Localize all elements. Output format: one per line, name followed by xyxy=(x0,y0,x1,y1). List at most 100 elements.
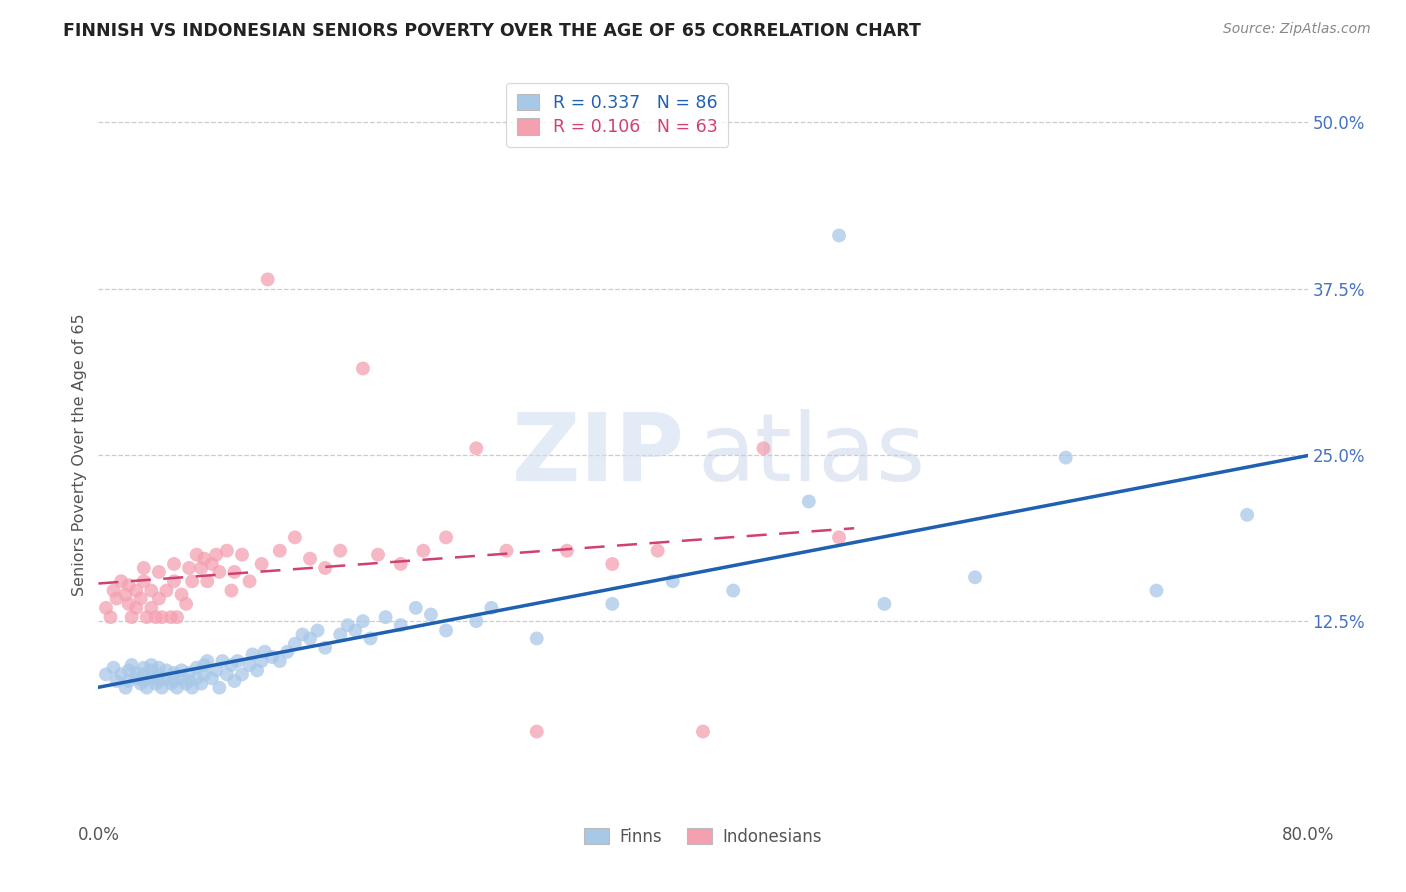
Point xyxy=(121,658,143,673)
Point xyxy=(155,671,177,685)
Point xyxy=(797,494,820,508)
Point xyxy=(110,574,132,589)
Point xyxy=(276,645,298,659)
Point xyxy=(100,610,122,624)
Point xyxy=(253,645,276,659)
Point xyxy=(723,583,745,598)
Point xyxy=(94,667,117,681)
Point xyxy=(114,681,136,695)
Point xyxy=(367,548,389,562)
Point xyxy=(231,667,253,681)
Point xyxy=(465,614,488,628)
Point xyxy=(602,557,624,571)
Point xyxy=(873,597,896,611)
Point xyxy=(661,574,683,589)
Point xyxy=(163,673,186,688)
Point xyxy=(242,648,264,662)
Point xyxy=(284,530,307,544)
Point xyxy=(125,666,148,681)
Point xyxy=(190,676,212,690)
Point xyxy=(181,681,204,695)
Point xyxy=(250,557,273,571)
Point xyxy=(118,578,141,592)
Point xyxy=(125,671,148,685)
Point xyxy=(132,673,155,688)
Point xyxy=(284,637,307,651)
Point xyxy=(221,583,243,598)
Legend: Finns, Indonesians: Finns, Indonesians xyxy=(578,822,828,853)
Point xyxy=(226,654,249,668)
Point xyxy=(307,624,329,638)
Point xyxy=(205,548,228,562)
Point xyxy=(141,664,163,678)
Point xyxy=(174,597,197,611)
Point xyxy=(150,681,173,695)
Point xyxy=(148,591,170,606)
Point xyxy=(1054,450,1077,465)
Point xyxy=(336,618,359,632)
Point xyxy=(1144,583,1167,598)
Point xyxy=(110,667,132,681)
Text: atlas: atlas xyxy=(697,409,925,501)
Point xyxy=(195,574,218,589)
Point xyxy=(118,673,141,688)
Point xyxy=(434,624,457,638)
Point xyxy=(132,661,155,675)
Point xyxy=(155,664,177,678)
Point xyxy=(129,676,152,690)
Point xyxy=(135,681,157,695)
Point xyxy=(205,664,228,678)
Point xyxy=(141,583,163,598)
Point xyxy=(193,667,215,681)
Point xyxy=(186,548,208,562)
Point xyxy=(170,671,193,685)
Point xyxy=(148,565,170,579)
Point xyxy=(555,543,578,558)
Point xyxy=(186,671,208,685)
Point xyxy=(150,610,173,624)
Point xyxy=(1236,508,1258,522)
Point xyxy=(692,724,714,739)
Point xyxy=(129,591,152,606)
Point xyxy=(105,591,128,606)
Point xyxy=(405,600,427,615)
Point xyxy=(389,618,412,632)
Point xyxy=(434,530,457,544)
Point xyxy=(166,610,188,624)
Point xyxy=(481,600,503,615)
Point xyxy=(179,673,201,688)
Point xyxy=(190,561,212,575)
Point xyxy=(215,667,238,681)
Point xyxy=(389,557,412,571)
Point xyxy=(141,671,163,685)
Point xyxy=(239,658,262,673)
Point xyxy=(145,610,167,624)
Point xyxy=(145,676,167,690)
Point xyxy=(211,654,233,668)
Point xyxy=(141,658,163,673)
Point xyxy=(170,588,193,602)
Point xyxy=(181,574,204,589)
Point xyxy=(495,543,517,558)
Point xyxy=(148,667,170,681)
Point xyxy=(602,597,624,611)
Point xyxy=(262,650,284,665)
Point xyxy=(160,676,183,690)
Point xyxy=(179,666,201,681)
Point xyxy=(256,272,278,286)
Point xyxy=(329,543,352,558)
Point xyxy=(246,664,269,678)
Point xyxy=(299,551,322,566)
Point xyxy=(526,724,548,739)
Point xyxy=(269,654,291,668)
Point xyxy=(148,661,170,675)
Point xyxy=(135,610,157,624)
Point xyxy=(269,543,291,558)
Point xyxy=(125,583,148,598)
Text: ZIP: ZIP xyxy=(512,409,685,501)
Point xyxy=(174,676,197,690)
Point xyxy=(166,681,188,695)
Point xyxy=(314,640,336,655)
Point xyxy=(114,588,136,602)
Point xyxy=(163,557,186,571)
